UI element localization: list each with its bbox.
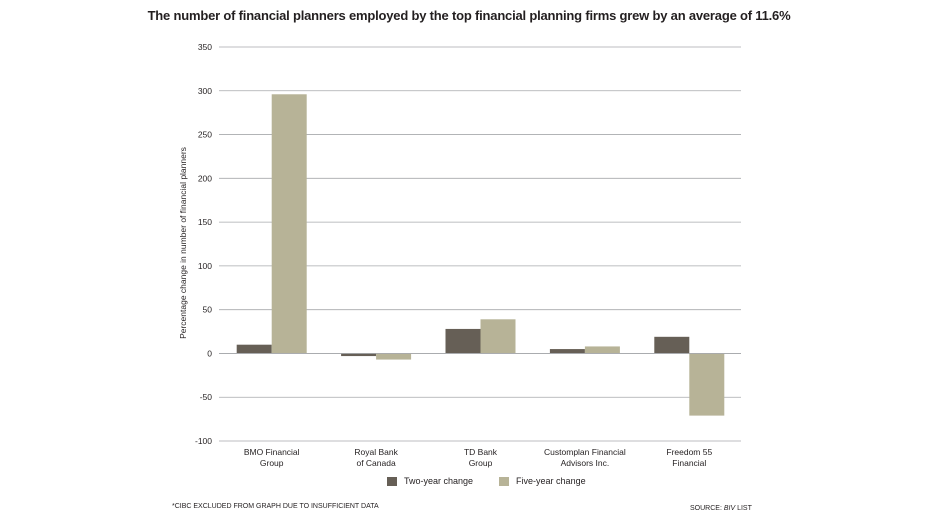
category-label: Customplan Financial Advisors Inc. [544, 447, 626, 468]
source-name: BIV [723, 505, 736, 512]
bar-five-year [689, 353, 725, 416]
y-tick-label: 350 [198, 42, 212, 52]
legend-item-five-year: Five-year change [499, 476, 586, 486]
legend-swatch-five-year [499, 476, 510, 486]
legend-item-two-year: Two-year change [387, 476, 473, 486]
y-tick-label: 300 [198, 86, 212, 96]
y-axis-label: Percentage change in number of financial… [178, 147, 188, 339]
legend-swatch-two-year [387, 476, 397, 486]
category-label: Royal Bank of Canada [354, 447, 398, 468]
legend: Two-year change Five-year change [387, 476, 612, 486]
category-label: TD Bank Group [464, 447, 498, 468]
bar-two-year [445, 328, 481, 354]
bar-five-year [271, 94, 307, 354]
y-tick-labels: 350 300 250 200 150 100 50 0 -50 -100 [195, 42, 212, 446]
y-tick-label: -50 [200, 392, 213, 402]
bar-two-year [236, 344, 272, 354]
y-tick-label: 100 [198, 261, 212, 271]
y-tick-label: 0 [207, 348, 212, 358]
bar-two-year [549, 349, 585, 354]
bar-five-year [376, 353, 412, 360]
bar-two-year [654, 336, 690, 354]
chart-title: The number of financial planners employe… [147, 8, 791, 23]
y-tick-label: 200 [198, 173, 212, 183]
legend-label-five-year: Five-year change [516, 476, 586, 486]
source-note: SOURCE: BIV LIST [690, 505, 752, 512]
gridlines [219, 46, 741, 442]
y-tick-label: 250 [198, 130, 212, 140]
category-labels: BMO Financial Group Royal Bank of Canada TD … [244, 447, 713, 468]
bar-two-year [341, 353, 377, 357]
bar-five-year [584, 346, 620, 354]
y-tick-label: -100 [195, 436, 212, 446]
legend-label-two-year: Two-year change [404, 476, 474, 486]
category-label: Freedom 55 Financial [666, 447, 712, 468]
category-label: BMO Financial Group [244, 447, 300, 468]
bar-five-year [480, 319, 516, 354]
y-tick-label: 150 [198, 217, 212, 227]
footnote: *CIBC EXCLUDED FROM GRAPH DUE TO INSUFFI… [172, 503, 379, 510]
y-tick-label: 50 [203, 305, 213, 315]
bars [219, 94, 741, 416]
